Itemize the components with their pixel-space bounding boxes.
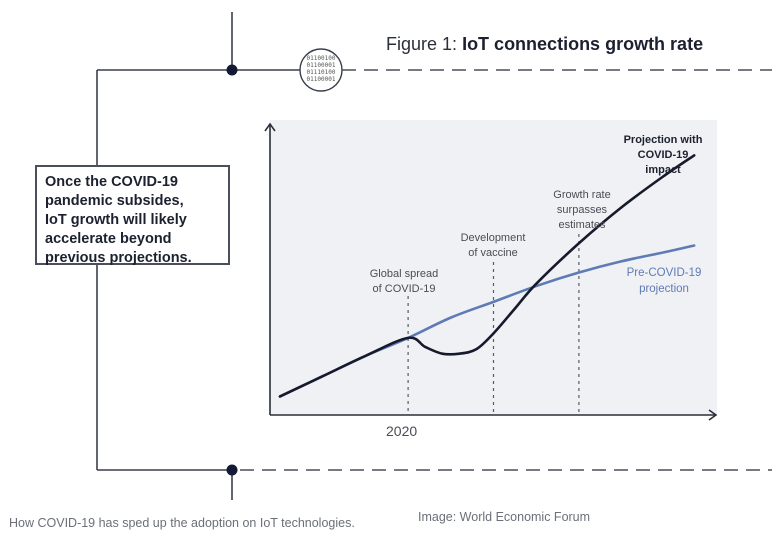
- y-axis-arrow-icon: [264, 122, 276, 132]
- figure-title: Figure 1: IoT connections growth rate: [386, 34, 703, 55]
- event-label-line: surpasses: [556, 204, 608, 216]
- event-label-line: of COVID-19: [372, 283, 436, 295]
- image-credit: Image: World Economic Forum: [418, 510, 591, 524]
- series-label-line: impact: [645, 164, 681, 176]
- series-label-pre-covid: Pre-COVID-19 projection: [609, 265, 719, 297]
- event-label-line: estimates: [558, 219, 606, 231]
- x-axis-arrow-icon: [708, 409, 718, 421]
- callout-line: previous projections.: [45, 250, 192, 266]
- x-tick-label-2020: 2020: [386, 423, 418, 439]
- figure-title-bold: IoT connections growth rate: [462, 34, 704, 54]
- event-label-line: Global spread: [369, 268, 439, 280]
- binary-line: 01100100: [306, 55, 336, 62]
- series-label-line: projection: [639, 283, 689, 295]
- data-binary-icon: [299, 48, 343, 92]
- binary-line: 01110100: [306, 69, 336, 76]
- covid-impact-projection-line: [278, 154, 696, 398]
- binary-line: 01100001: [306, 62, 336, 69]
- series-label-covid-impact: Projection with COVID-19 impact: [608, 133, 718, 178]
- binary-line: 01100001: [306, 76, 336, 83]
- callout-line: pandemic subsides,: [45, 193, 184, 209]
- event-label-global-spread: Global spread of COVID-19: [352, 267, 456, 297]
- series-label-line: Pre-COVID-19: [626, 267, 702, 279]
- event-label-line: of vaccine: [468, 247, 518, 259]
- caption-text: How COVID-19 has sped up the adoption on…: [9, 516, 355, 530]
- event-label-line: Growth rate: [553, 189, 611, 201]
- callout-line: accelerate beyond: [45, 231, 172, 247]
- junction-dot-top: [226, 64, 238, 76]
- junction-dot-bottom: [226, 464, 238, 476]
- callout-line: IoT growth will likely: [45, 212, 187, 228]
- binary-text: 01100100 01100001 01110100 01100001: [300, 55, 342, 83]
- figure-title-prefix: Figure 1:: [386, 34, 458, 54]
- series-label-line: Projection with: [623, 134, 703, 146]
- callout-box: Once the COVID-19 pandemic subsides, IoT…: [35, 165, 230, 266]
- series-label-line: COVID-19: [637, 149, 689, 161]
- event-label-vaccine: Development of vaccine: [441, 231, 545, 261]
- event-label-line: Development: [460, 232, 526, 244]
- callout-line: Once the COVID-19: [45, 174, 178, 190]
- event-label-growth-rate: Growth rate surpasses estimates: [530, 188, 634, 233]
